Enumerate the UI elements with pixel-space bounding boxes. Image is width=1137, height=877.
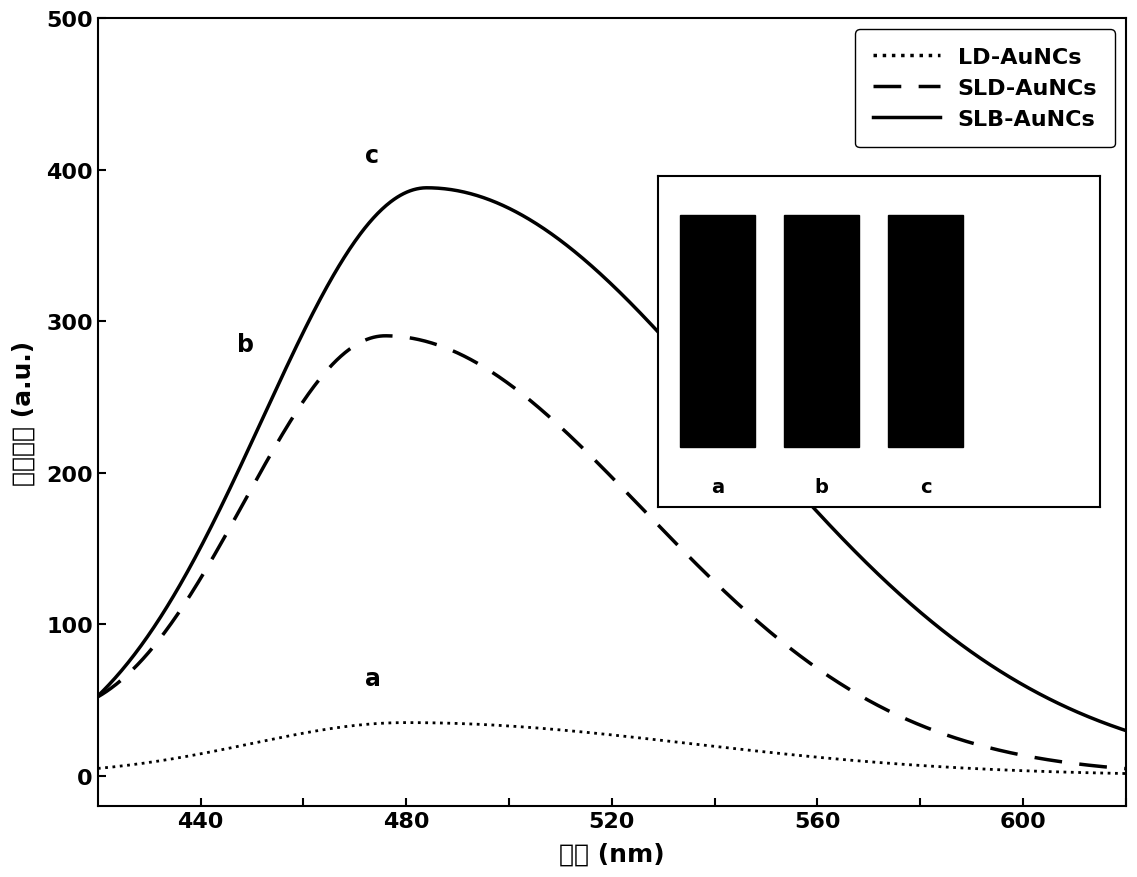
- Legend: LD-AuNCs, SLD-AuNCs, SLB-AuNCs: LD-AuNCs, SLD-AuNCs, SLB-AuNCs: [855, 30, 1114, 148]
- X-axis label: 波长 (nm): 波长 (nm): [559, 842, 665, 866]
- Y-axis label: 荧光强度 (a.u.): 荧光强度 (a.u.): [11, 340, 35, 485]
- Text: c: c: [365, 144, 379, 168]
- Text: a: a: [365, 666, 381, 690]
- Text: b: b: [236, 333, 254, 357]
